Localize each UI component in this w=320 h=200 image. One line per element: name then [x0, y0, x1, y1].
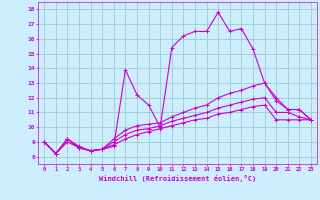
X-axis label: Windchill (Refroidissement éolien,°C): Windchill (Refroidissement éolien,°C) [99, 175, 256, 182]
